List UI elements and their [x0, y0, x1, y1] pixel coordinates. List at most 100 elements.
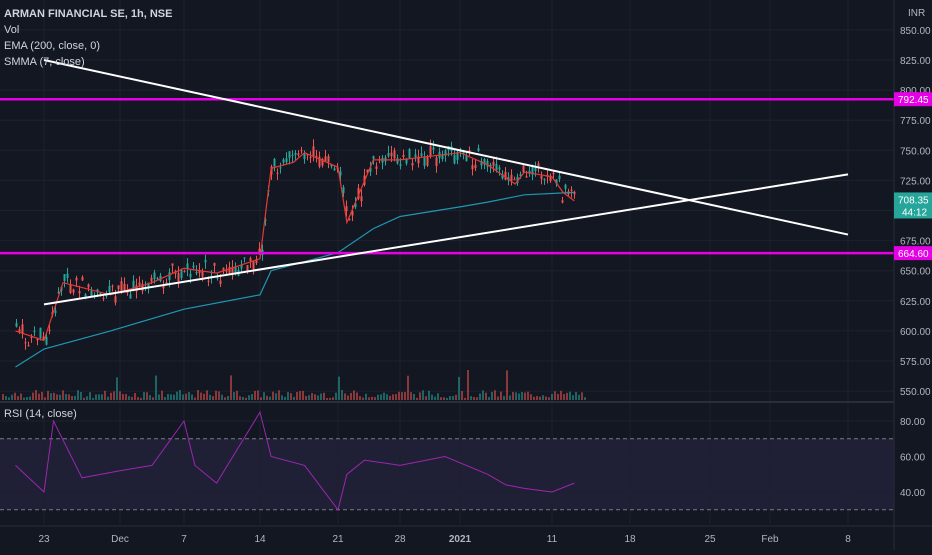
- candle-body: [375, 166, 378, 169]
- candle-body: [81, 277, 84, 281]
- candle-body: [531, 166, 534, 175]
- volume-bar: [185, 393, 187, 400]
- candle-body: [345, 206, 348, 212]
- volume-bar: [179, 390, 181, 400]
- candle-body: [432, 147, 435, 150]
- volume-bar: [50, 393, 52, 400]
- volume-bar: [563, 394, 565, 400]
- volume-bar: [32, 392, 34, 400]
- volume-bar: [527, 391, 529, 400]
- indicator-ema[interactable]: EMA (200, close, 0): [4, 40, 100, 52]
- volume-bar: [428, 390, 430, 400]
- candle-body: [573, 191, 576, 195]
- volume-bar: [101, 394, 103, 400]
- candle-body: [489, 164, 492, 168]
- volume-bar: [437, 393, 439, 400]
- candle-body: [135, 285, 138, 292]
- volume-bar: [344, 393, 346, 400]
- volume-bar: [149, 395, 151, 400]
- volume-bar: [212, 396, 214, 400]
- volume-bar: [284, 397, 286, 400]
- candle-body: [498, 167, 501, 170]
- volume-bar: [215, 390, 217, 400]
- volume-bar: [434, 396, 436, 400]
- candle-body: [357, 188, 360, 199]
- volume-bar: [494, 390, 496, 400]
- volume-bar: [11, 394, 13, 400]
- volume-bar: [329, 397, 331, 400]
- candle-body: [231, 266, 234, 275]
- indicator-smma[interactable]: SMMA (7, close): [4, 56, 85, 68]
- volume-bar: [359, 396, 361, 400]
- candle-body: [201, 271, 204, 277]
- volume-bar: [368, 397, 370, 400]
- candle-body: [402, 154, 405, 158]
- rsi-legend[interactable]: RSI (14, close): [4, 408, 77, 420]
- time-tick-label: 11: [547, 534, 558, 545]
- volume-bar: [116, 377, 118, 400]
- candle-body: [330, 164, 333, 167]
- candle-body: [303, 153, 306, 160]
- candle-body: [183, 270, 186, 272]
- candle-body: [537, 163, 540, 166]
- candle-body: [300, 150, 303, 152]
- volume-bar: [341, 390, 343, 400]
- volume-bar: [464, 397, 466, 400]
- candle-body: [426, 157, 429, 166]
- volume-bar: [62, 390, 64, 400]
- candle-body: [405, 158, 408, 164]
- volume-bar: [137, 397, 139, 400]
- volume-bar: [431, 394, 433, 400]
- price-tick-label: 650.00: [900, 267, 931, 278]
- candle-body: [48, 329, 51, 332]
- symbol-title[interactable]: ARMAN FINANCIAL SE, 1h, NSE: [4, 8, 173, 20]
- candle-body: [297, 153, 300, 156]
- candle-body: [540, 175, 543, 179]
- candle-body: [216, 277, 219, 279]
- volume-bar: [221, 394, 223, 400]
- trendline-falling: [43, 59, 849, 236]
- indicator-vol[interactable]: Vol: [4, 24, 20, 36]
- volume-bar: [398, 391, 400, 400]
- volume-bar: [113, 391, 115, 400]
- candle-body: [387, 152, 390, 157]
- volume-bar: [500, 391, 502, 400]
- candle-body: [192, 265, 195, 268]
- candle-body: [54, 310, 57, 314]
- candle-body: [225, 270, 228, 272]
- candle-body: [57, 292, 60, 294]
- volume-bar: [59, 394, 61, 400]
- volume-bar: [317, 395, 319, 400]
- volume-bar: [224, 397, 226, 400]
- volume-bar: [446, 397, 448, 400]
- volume-bar: [293, 396, 295, 400]
- candle-body: [171, 263, 174, 266]
- volume-bar: [371, 396, 373, 400]
- candle-body: [561, 200, 564, 203]
- volume-bar: [152, 397, 154, 400]
- candle-body: [408, 149, 411, 158]
- candle-body: [525, 176, 528, 178]
- candle-body: [309, 157, 312, 159]
- volume-bar: [140, 397, 142, 400]
- volume-bar: [74, 395, 76, 400]
- time-tick-label: 18: [624, 534, 636, 545]
- candle-body: [117, 285, 120, 290]
- candle-body: [138, 282, 141, 286]
- price-tick-label: 550.00: [900, 387, 931, 398]
- candle-body: [111, 285, 114, 287]
- volume-bar: [449, 396, 451, 400]
- volume-bar: [485, 392, 487, 400]
- volume-bar: [65, 394, 67, 400]
- candle-body: [558, 175, 561, 180]
- candle-body: [393, 150, 396, 159]
- level-tag-support: [894, 246, 932, 261]
- candle-body: [180, 270, 183, 278]
- volume-bar: [575, 391, 577, 400]
- volume-bar: [260, 397, 262, 400]
- countdown-label: 44:12: [902, 207, 927, 218]
- volume-bar: [356, 392, 358, 400]
- time-tick-label: 14: [254, 534, 266, 545]
